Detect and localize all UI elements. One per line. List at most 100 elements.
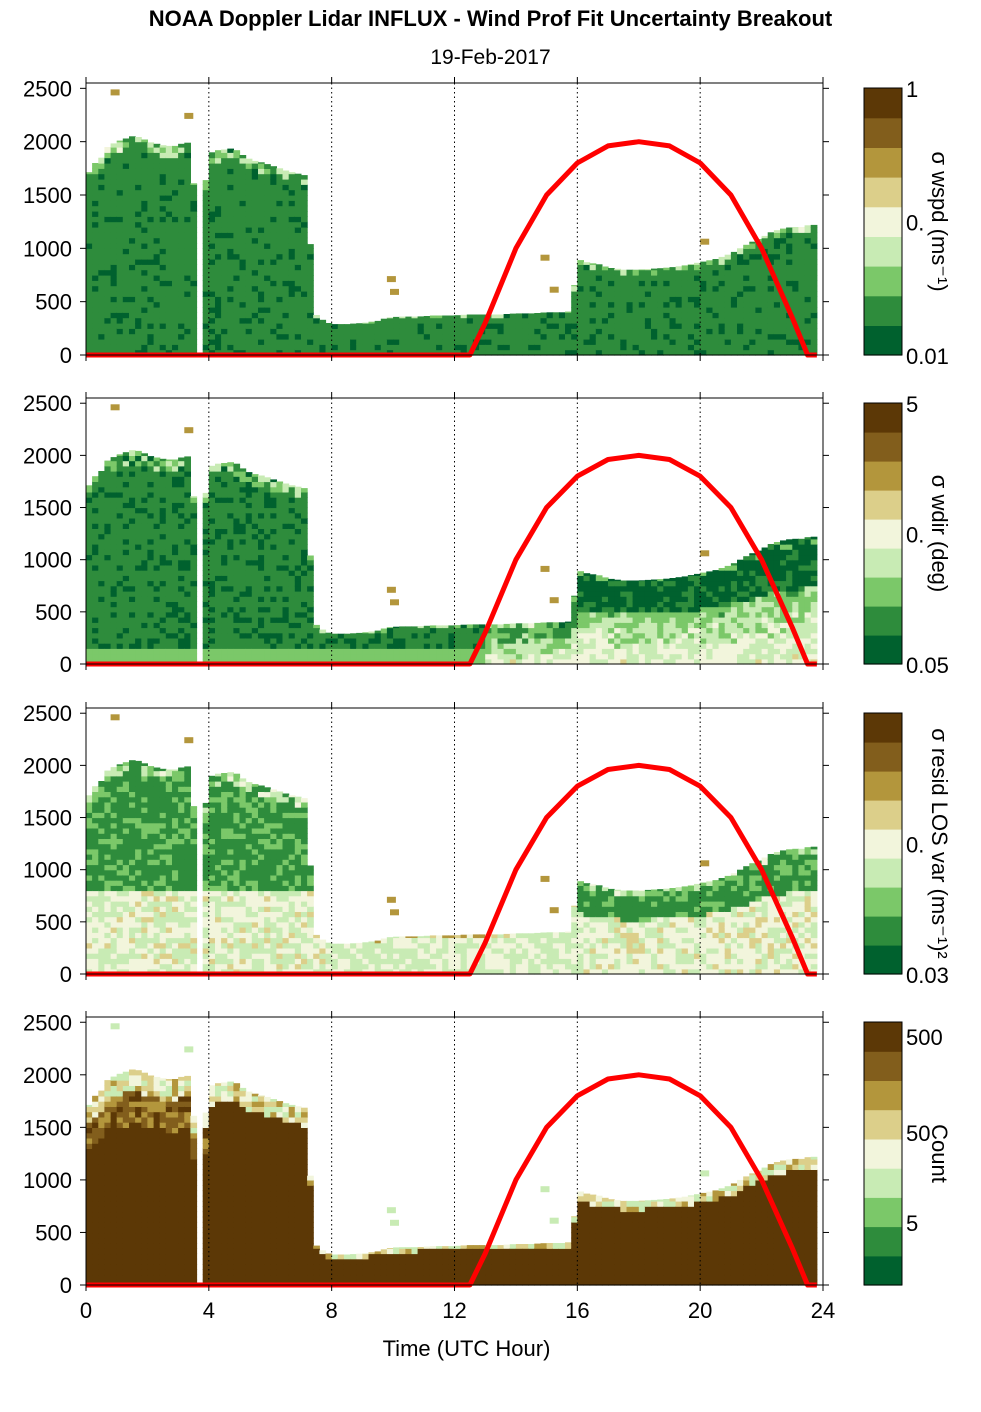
heatmap-cell — [276, 502, 284, 509]
heatmap-cell — [638, 658, 646, 665]
heatmap-cell — [565, 311, 572, 313]
heatmap-cell — [110, 211, 118, 217]
heatmap-cell — [165, 280, 173, 287]
heatmap-cell — [755, 275, 763, 281]
heatmap-cell — [239, 339, 247, 345]
heatmap-cell — [761, 611, 769, 618]
heatmap-cell — [190, 195, 198, 201]
heatmap-cell — [184, 179, 191, 185]
heatmap-cell — [184, 237, 191, 244]
heatmap-cell — [110, 554, 118, 561]
heatmap-cell — [626, 596, 634, 602]
heatmap-cell — [129, 264, 136, 271]
heatmap-cell — [227, 585, 234, 592]
heatmap-cell — [601, 291, 609, 297]
heatmap-cell — [331, 324, 339, 329]
heatmap-cell — [258, 264, 265, 271]
heatmap-cell — [583, 622, 591, 629]
heatmap-cell — [509, 653, 517, 660]
heatmap-cell — [749, 570, 756, 576]
heatmap-cell — [276, 648, 284, 655]
heatmap-cell — [595, 344, 603, 351]
heatmap-cell — [638, 627, 646, 634]
heatmap-cell — [208, 585, 216, 592]
heatmap-cell — [227, 481, 234, 488]
heatmap-cell — [718, 606, 726, 613]
heatmap-cell — [724, 323, 732, 329]
heatmap-cell — [165, 317, 173, 324]
heatmap-cell — [245, 328, 253, 335]
heatmap-cell — [724, 648, 732, 655]
heatmap-cell — [153, 465, 161, 472]
heatmap-cell — [767, 248, 775, 255]
heatmap-cell — [589, 349, 597, 356]
heatmap-cell — [595, 291, 603, 297]
heatmap-cell — [86, 243, 93, 249]
heatmap-cell — [442, 653, 449, 660]
heatmap-cell — [135, 195, 142, 201]
heatmap-cell — [245, 248, 253, 255]
heatmap-cell — [141, 575, 148, 582]
heatmap-cell — [460, 624, 468, 629]
heatmap-cell — [694, 637, 701, 644]
heatmap-cell — [706, 291, 713, 297]
heatmap-cell — [122, 523, 130, 529]
heatmap-cell — [393, 627, 400, 634]
heatmap-cell — [153, 457, 161, 462]
heatmap-cell — [755, 253, 763, 260]
heatmap-cell — [215, 564, 222, 571]
heatmap-cell — [141, 173, 148, 180]
heatmap-cell — [159, 458, 167, 462]
heatmap-cell — [221, 307, 228, 313]
heatmap-cell — [221, 601, 228, 608]
heatmap-cell — [221, 491, 228, 498]
heatmap-cell — [110, 523, 118, 529]
heatmap-cell — [129, 637, 136, 644]
heatmap-cell — [669, 296, 677, 303]
heatmap-cell — [669, 328, 677, 335]
heatmap-cell — [172, 559, 179, 566]
heatmap-cell — [356, 648, 363, 655]
heatmap-cell — [657, 296, 664, 303]
heatmap-cell — [620, 323, 627, 329]
heatmap-cell — [208, 216, 216, 223]
heatmap-cell — [294, 227, 302, 233]
y-tick-label: 2500 — [23, 391, 72, 416]
heatmap-cell — [571, 285, 578, 287]
heatmap-cell — [221, 280, 228, 287]
heatmap-cell — [282, 507, 290, 514]
heatmap-cell — [202, 259, 210, 265]
heatmap-cell — [159, 606, 167, 613]
heatmap-cell — [343, 328, 351, 335]
heatmap-cell — [614, 622, 621, 629]
heatmap-cell — [208, 471, 216, 477]
heatmap-cell — [135, 559, 142, 566]
heatmap-cell — [343, 339, 351, 345]
heatmap-cell — [184, 200, 191, 207]
heatmap-cell — [233, 606, 241, 613]
heatmap-cell — [288, 643, 296, 649]
heatmap-cell — [208, 580, 216, 587]
heatmap-cell — [110, 611, 118, 618]
heatmap-cell — [528, 658, 535, 665]
heatmap-cell — [282, 491, 290, 498]
heatmap-cell — [411, 653, 419, 660]
heatmap-cell — [509, 658, 517, 665]
heatmap-cell — [215, 307, 222, 313]
heatmap-cell — [786, 253, 793, 260]
heatmap-cell — [264, 575, 271, 582]
heatmap-cell — [221, 168, 228, 175]
heatmap-cell — [810, 291, 818, 297]
heatmap-cell — [773, 317, 781, 324]
heatmap-cell — [276, 596, 284, 602]
heatmap-cell — [153, 596, 161, 602]
heatmap-cell — [129, 491, 136, 498]
heatmap-cell — [331, 648, 339, 655]
heatmap-cell — [773, 580, 781, 587]
heatmap-cell — [270, 538, 277, 545]
heatmap-cell — [276, 491, 284, 498]
heatmap-cell — [202, 205, 210, 212]
heatmap-cell — [767, 601, 775, 608]
heatmap-cell — [515, 637, 523, 644]
